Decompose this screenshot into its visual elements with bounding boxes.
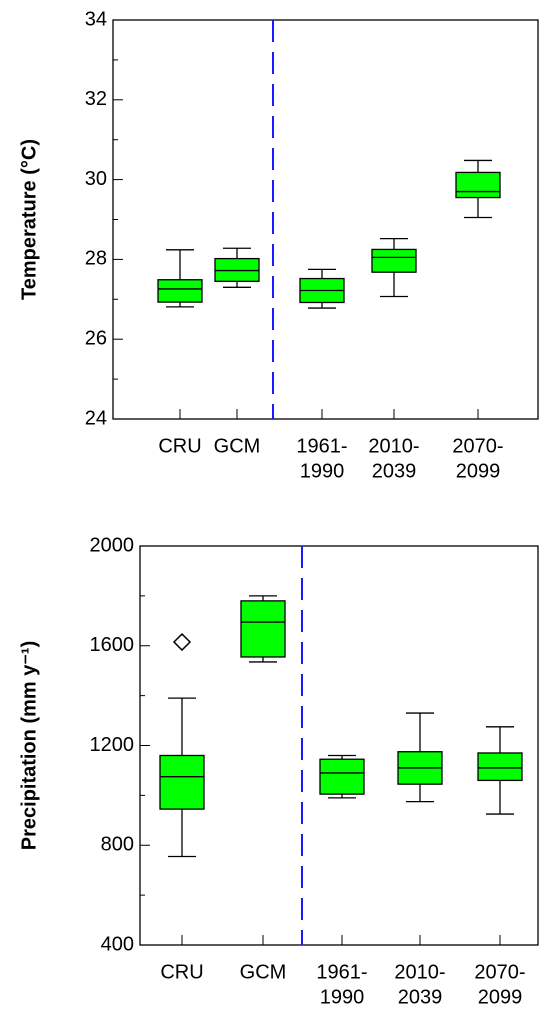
y-tick-label: 2000 bbox=[90, 534, 135, 556]
y-tick-label: 24 bbox=[85, 407, 107, 429]
x-tick-label: 2070- bbox=[474, 961, 525, 983]
y-tick-label: 26 bbox=[85, 327, 107, 349]
box bbox=[159, 754, 205, 810]
outlier bbox=[172, 632, 192, 652]
x-tick-label: 2010- bbox=[394, 961, 445, 983]
y-tick-label: 1600 bbox=[90, 634, 135, 656]
x-tick-label: CRU bbox=[158, 435, 201, 457]
y-tick-label: 28 bbox=[85, 248, 107, 270]
x-tick-label: 2099 bbox=[456, 460, 501, 482]
box bbox=[157, 279, 203, 303]
box bbox=[319, 758, 365, 795]
x-tick-label: GCM bbox=[214, 435, 261, 457]
x-tick-label: CRU bbox=[160, 961, 203, 983]
x-tick-label: 2039 bbox=[398, 986, 443, 1008]
y-tick-label: 800 bbox=[101, 834, 134, 856]
x-tick-label: 2010- bbox=[368, 435, 419, 457]
x-tick-label: 2099 bbox=[478, 986, 523, 1008]
x-tick-label: 1961- bbox=[296, 435, 347, 457]
y-tick-label: 1200 bbox=[90, 734, 135, 756]
box bbox=[240, 600, 286, 658]
x-tick-label: 2070- bbox=[452, 435, 503, 457]
y-tick-label: 32 bbox=[85, 88, 107, 110]
x-tick-label: 1990 bbox=[320, 986, 365, 1008]
x-tick-label: 1961- bbox=[316, 961, 367, 983]
box bbox=[477, 752, 523, 782]
y-tick-label: 30 bbox=[85, 168, 107, 190]
box bbox=[455, 171, 501, 199]
y-tick-label: 34 bbox=[85, 8, 107, 30]
y-axis-label: Temperature (°C) bbox=[18, 139, 40, 300]
box bbox=[371, 248, 417, 273]
y-tick-label: 400 bbox=[101, 933, 134, 955]
x-tick-label: GCM bbox=[240, 961, 287, 983]
y-axis-label: Precipitation (mm y⁻¹) bbox=[18, 641, 40, 850]
x-tick-label: 1990 bbox=[300, 460, 345, 482]
x-tick-label: 2039 bbox=[372, 460, 417, 482]
